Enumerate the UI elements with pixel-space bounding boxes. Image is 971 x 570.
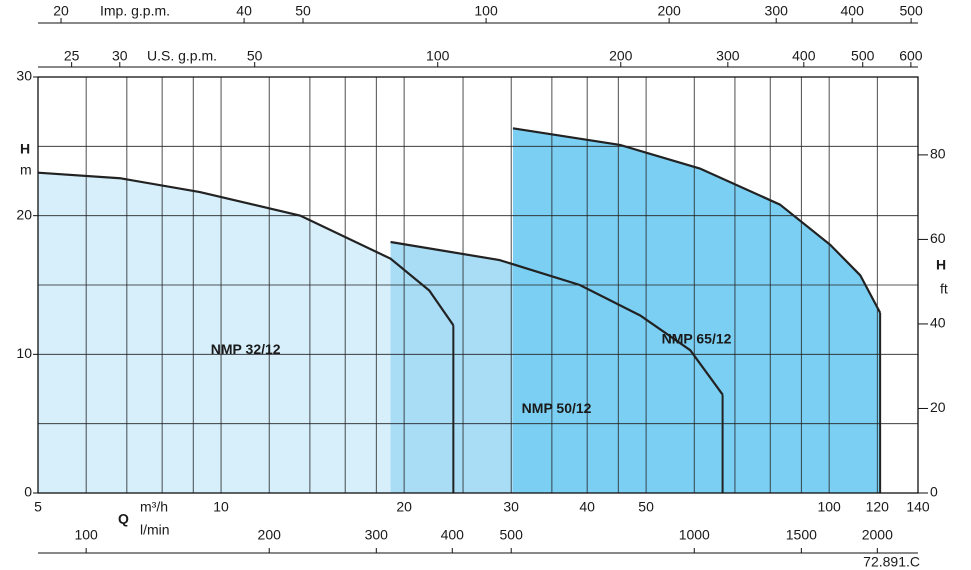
x-axis-label: m³/h — [140, 499, 168, 515]
y2-tick-label: 20 — [930, 399, 946, 415]
area-fill — [38, 172, 454, 493]
y2-tick-label: 40 — [930, 315, 946, 331]
secondary-x-tick-label: 200 — [609, 48, 633, 64]
secondary-x-tick-label: 300 — [365, 527, 389, 543]
secondary-x-tick-label: 300 — [716, 48, 740, 64]
x-tick-label: 30 — [503, 499, 519, 515]
secondary-x-tick-label: 25 — [64, 48, 80, 64]
secondary-x-tick-label: 200 — [657, 3, 681, 19]
y2-axis-label: H — [936, 257, 946, 273]
curve — [37, 171, 455, 326]
x-tick-label: 40 — [579, 499, 595, 515]
secondary-x-tick-label: 100 — [426, 48, 450, 64]
secondary-x-tick-label: 2000 — [862, 527, 893, 543]
x-axis-symbol: Q — [118, 511, 129, 527]
secondary-x-tick-label: 500 — [500, 527, 524, 543]
secondary-x-tick-label: 20 — [53, 3, 69, 19]
secondary-x-tick-label: 1000 — [679, 527, 710, 543]
series-label: NMP 65/12 — [662, 330, 732, 346]
y2-tick-label: 80 — [930, 146, 946, 162]
y2-tick-label: 0 — [930, 484, 938, 500]
secondary-x-tick-label: 50 — [247, 48, 263, 64]
plot-frame — [37, 76, 919, 494]
secondary-axis-label: U.S. g.p.m. — [147, 48, 217, 64]
x-tick-label: 5 — [34, 499, 42, 515]
x-tick-label: 50 — [638, 499, 654, 515]
y-axis-label: H — [20, 141, 30, 157]
y-axis-unit: m — [20, 162, 32, 178]
y2-axis-unit: ft — [940, 281, 948, 297]
secondary-x-tick-label: 600 — [899, 48, 923, 64]
secondary-axis-label: l/min — [140, 522, 170, 538]
series-label: NMP 32/12 — [211, 341, 281, 357]
x-tick-label: 140 — [906, 499, 930, 515]
secondary-x-tick-label: 40 — [236, 3, 252, 19]
secondary-x-tick-label: 400 — [792, 48, 816, 64]
secondary-x-tick-label: 1500 — [786, 527, 817, 543]
y-tick-label: 0 — [24, 484, 32, 500]
footnote: 72.891.C — [863, 554, 920, 570]
series-label: NMP 50/12 — [522, 400, 592, 416]
y-tick-label: 30 — [16, 68, 32, 84]
secondary-x-tick-label: 30 — [112, 48, 128, 64]
secondary-x-tick-label: 400 — [841, 3, 865, 19]
secondary-x-tick-label: 100 — [74, 527, 98, 543]
secondary-x-tick-label: 100 — [474, 3, 498, 19]
curve — [390, 240, 724, 396]
secondary-x-tick-label: 300 — [765, 3, 789, 19]
x-tick-label: 20 — [396, 499, 412, 515]
secondary-x-tick-label: 200 — [258, 527, 282, 543]
y2-tick-label: 60 — [930, 230, 946, 246]
curve — [512, 127, 882, 314]
secondary-x-tick-label: 50 — [295, 3, 311, 19]
secondary-x-tick-label: 500 — [851, 48, 875, 64]
secondary-x-tick-label: 400 — [441, 527, 465, 543]
secondary-x-tick-label: 500 — [899, 3, 923, 19]
secondary-axis-label: Imp. g.p.m. — [100, 3, 170, 19]
x-tick-label: 120 — [866, 499, 890, 515]
y-tick-label: 20 — [16, 206, 32, 222]
y-tick-label: 10 — [16, 345, 32, 361]
x-tick-label: 10 — [213, 499, 229, 515]
x-tick-label: 100 — [817, 499, 841, 515]
area-fill — [512, 128, 881, 493]
